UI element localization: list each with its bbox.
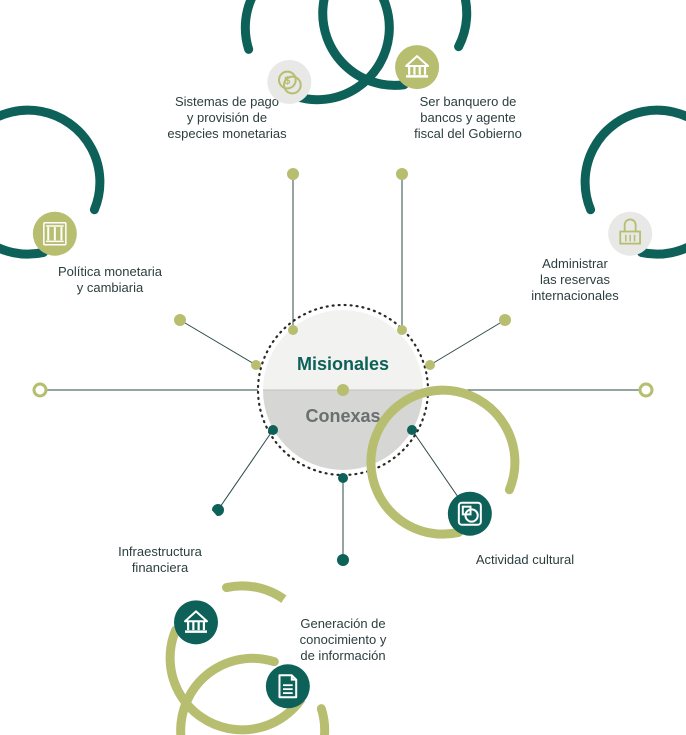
spoke-dot-inner-politica <box>251 360 261 370</box>
columns-icon <box>33 212 77 256</box>
spoke-dot-outer-pagos <box>287 168 299 180</box>
node-label-banquero-line2: fiscal del Gobierno <box>414 126 522 141</box>
spoke-dot-inner-pagos <box>288 325 298 335</box>
spoke-dot-outer-conocimiento <box>337 554 349 566</box>
node-label-conocimiento-line1: conocimiento y <box>300 632 387 647</box>
side-dot-1 <box>640 384 652 396</box>
node-label-conocimiento-line2: de información <box>300 648 385 663</box>
spoke-infra <box>218 430 273 510</box>
node-label-infra-line0: Infraestructura <box>118 544 203 559</box>
node-label-politica-line1: y cambiaria <box>77 280 144 295</box>
art-icon <box>448 492 492 536</box>
node-label-cultural-line0: Actividad cultural <box>476 552 574 567</box>
spoke-dot-outer-politica <box>174 314 186 326</box>
spoke-politica <box>180 320 256 365</box>
node-label-reservas-line2: internacionales <box>531 288 619 303</box>
svg-text:$: $ <box>284 75 290 87</box>
node-label-pagos-line2: especies monetarias <box>167 126 287 141</box>
bank-icon <box>395 45 439 89</box>
node-label-pagos-line1: y provisión de <box>187 110 267 125</box>
spoke-dot-inner-infra <box>268 425 278 435</box>
spoke-reservas <box>430 320 505 365</box>
spoke-dot-inner-reservas <box>425 360 435 370</box>
spoke-dot-outer-reservas <box>499 314 511 326</box>
spoke-dot-outer-banquero <box>396 168 408 180</box>
coins-icon: $ <box>267 60 311 104</box>
node-pagos: Sistemas de pagoy provisión deespecies m… <box>155 0 389 190</box>
spoke-dot-inner-conocimiento <box>338 473 348 483</box>
node-label-pagos-line0: Sistemas de pago <box>175 94 279 109</box>
side-dot-0 <box>34 384 46 396</box>
node-label-banquero-line0: Ser banquero de <box>420 94 517 109</box>
node-label-infra-line1: financiera <box>132 560 189 575</box>
center-top-label: Misionales <box>297 354 389 374</box>
node-label-conocimiento-line0: Generación de <box>300 616 385 631</box>
building-icon <box>608 212 652 256</box>
spoke-dot-inner-banquero <box>397 325 407 335</box>
center-bottom-label: Conexas <box>305 406 380 426</box>
node-label-politica-line0: Política monetaria <box>58 264 163 279</box>
functions-radial-diagram: Misionales Conexas Sistemas de pagoy provi… <box>0 0 686 735</box>
center-top-half <box>263 310 423 390</box>
spoke-dot-inner-cultural <box>407 425 417 435</box>
node-banquero: Ser banquero debancos y agentefiscal del… <box>323 0 540 190</box>
node-label-reservas-line1: las reservas <box>540 272 611 287</box>
node-politica: Política monetariay cambiaria <box>0 110 182 352</box>
document-icon <box>266 664 310 708</box>
node-label-banquero-line1: bancos y agente <box>420 110 515 125</box>
center-dot <box>337 384 349 396</box>
bank-icon <box>174 600 218 644</box>
node-label-reservas-line0: Administrar <box>542 256 608 271</box>
